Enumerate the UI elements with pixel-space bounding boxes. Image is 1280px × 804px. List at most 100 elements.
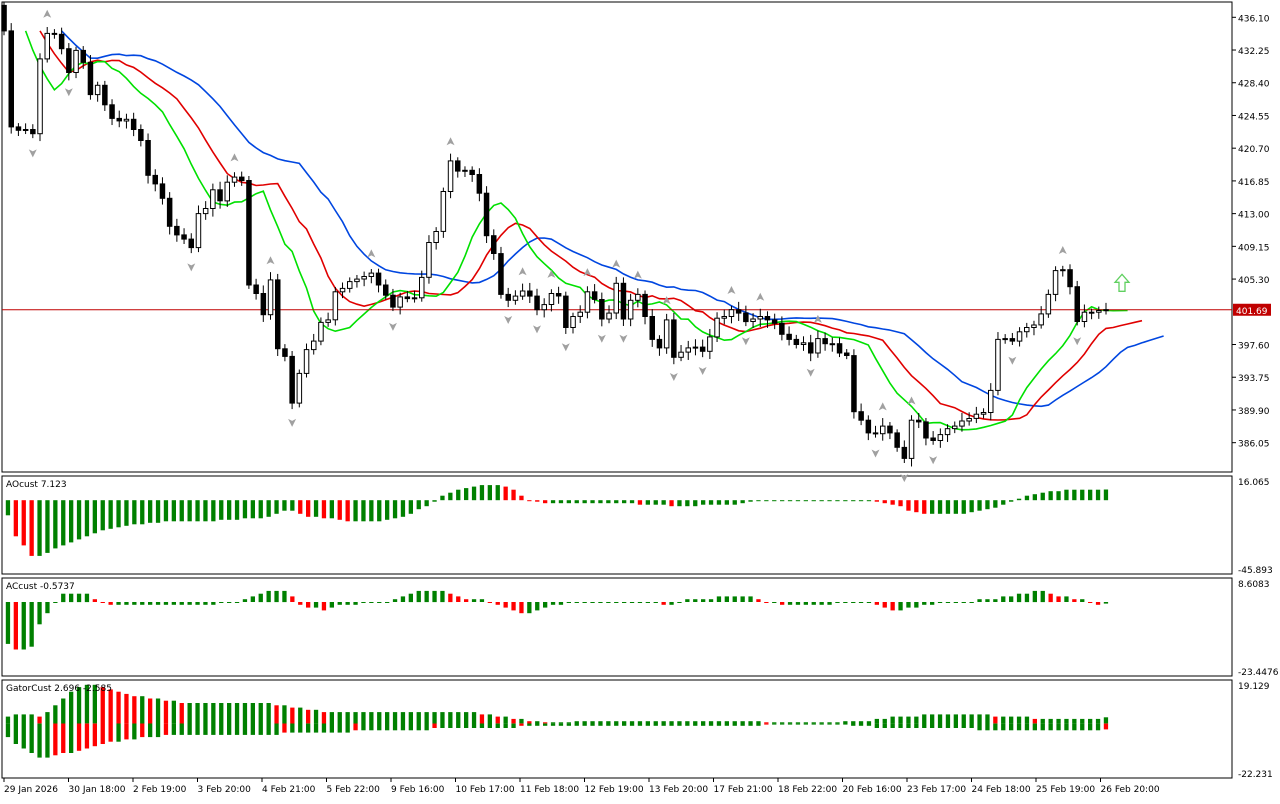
gatorcust-bar (606, 721, 611, 724)
gatorcust-bar (195, 723, 200, 735)
accust-bar (61, 593, 66, 603)
fractal-up-marker (756, 292, 765, 301)
aocust-bar (1056, 491, 1061, 501)
candle-body (152, 174, 158, 185)
fractal-down-marker (388, 322, 397, 331)
panel-frame-0 (1, 1, 1233, 473)
gatorcust-bar (930, 714, 935, 724)
aocust-bar (969, 500, 974, 513)
gatorcust-bar (242, 703, 248, 724)
gatorcust-bar (290, 723, 295, 733)
y-tick-label: 416.85 (1238, 178, 1270, 188)
candle-body (109, 104, 115, 119)
candle-body (375, 272, 382, 286)
accust-bar (258, 593, 263, 603)
accust-bar (353, 602, 358, 605)
gatorcust-bar (1095, 718, 1101, 724)
aocust-bar (701, 500, 706, 505)
accust-bar (780, 602, 785, 605)
y-tick-label: 389.90 (1238, 407, 1270, 417)
accust-bar (519, 602, 524, 614)
gatorcust-bar (116, 691, 121, 724)
candle-body (181, 234, 187, 240)
gatorcust-bar (566, 723, 571, 726)
candle-body (469, 169, 475, 176)
accust-bar (1009, 596, 1014, 602)
aocust-y-tick-label: -45.893 (1238, 566, 1273, 576)
candle-body (815, 338, 821, 354)
gatorcust-bar (740, 721, 745, 724)
gatorcust-bar (787, 723, 793, 725)
candle-body (102, 84, 108, 106)
gatorcust-bar (21, 714, 26, 724)
gatorcust-bar (203, 703, 208, 724)
y-tick-label: 405.30 (1238, 276, 1270, 286)
accust-bar (669, 602, 674, 605)
gatorcust-bar (606, 723, 611, 726)
accust-bar (653, 602, 658, 603)
gatorcust-bar (392, 723, 398, 731)
candles (1, 1, 1109, 467)
candle-body (1081, 311, 1088, 323)
gatorcust-bar (92, 684, 97, 724)
accust-bar (1001, 596, 1006, 602)
aocust-bar (440, 495, 445, 501)
accust-bar (740, 596, 745, 602)
accust-bar (811, 602, 816, 605)
aocust-bar (787, 500, 793, 502)
gatorcust-bar (377, 723, 382, 731)
gatorcust-bar (1009, 716, 1014, 724)
aocust-bar (874, 500, 879, 502)
alligator-lines (2, 30, 1232, 431)
fractal-up-marker (367, 249, 376, 258)
candle-body (1067, 269, 1073, 288)
candle-body (58, 33, 65, 50)
gatorcust-bar (408, 723, 413, 731)
aocust-bar (803, 500, 808, 502)
candle-body (202, 208, 209, 215)
aocust-bar (637, 500, 643, 505)
aocust-bar (203, 500, 208, 522)
gatorcust-bar (645, 721, 650, 724)
gatorcust-bar (945, 714, 951, 724)
candle-body (988, 389, 994, 413)
accust-bar (187, 602, 192, 605)
accust-bar (290, 596, 295, 602)
aocust-bar (329, 500, 334, 519)
fractal-up-marker (583, 268, 592, 277)
gatorcust-bar (155, 698, 161, 724)
gatorcust-bar (708, 721, 714, 724)
accust-bar (748, 596, 753, 602)
candle-body (937, 434, 944, 442)
accust-bar (242, 599, 248, 602)
gatorcust-bar (29, 723, 34, 753)
aocust-bar (108, 500, 113, 529)
accust-bar (495, 602, 500, 605)
gatorcust-bar (985, 714, 990, 724)
y-tick-label: 393.75 (1238, 374, 1270, 384)
accust-bar (937, 602, 943, 603)
accust-bar (140, 602, 145, 605)
candle-body (15, 126, 22, 131)
aocust-bar (519, 495, 524, 501)
candle-body (66, 48, 72, 73)
aocust-bar (179, 500, 184, 522)
gatorcust-bar (487, 723, 492, 728)
candle-body (30, 129, 36, 135)
aocust-bar (835, 500, 840, 502)
candle-body (872, 432, 879, 435)
gatorcust-bar (511, 723, 516, 728)
accust-bar (582, 602, 587, 603)
gatorcust-bar (858, 723, 864, 726)
gatorcust-bar (345, 723, 350, 733)
aocust-bar (764, 500, 769, 502)
gatorcust-bar (148, 723, 153, 738)
x-tick-label: 17 Feb 21:00 (714, 785, 773, 795)
accust-bar (132, 602, 137, 605)
accust-bar (29, 602, 34, 647)
candle-body (361, 276, 367, 280)
aocust-bar (416, 500, 421, 510)
gatorcust-bar (764, 723, 769, 725)
